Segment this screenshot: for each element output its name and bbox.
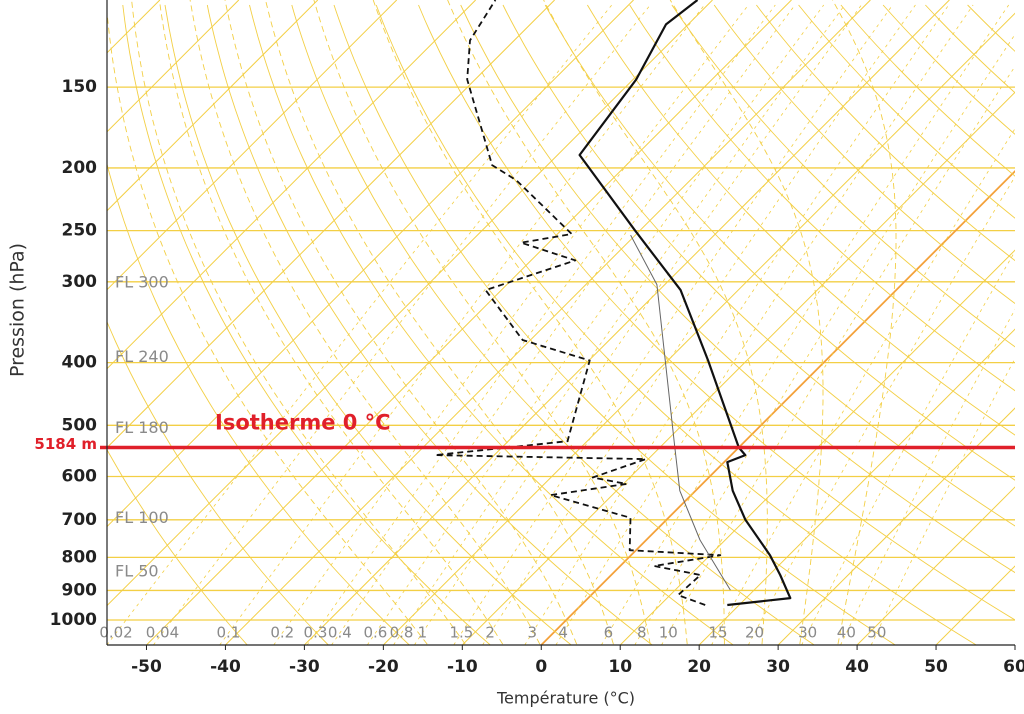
mixing-ratio-label: 4 (558, 624, 568, 642)
x-tick-label: -10 (447, 657, 478, 677)
x-tick-label: 60 (1003, 657, 1024, 677)
mixing-ratio-label: 50 (867, 624, 886, 642)
x-tick-label: 10 (608, 657, 632, 677)
dry-adiabat (81, 5, 410, 645)
isotherm (541, 0, 1024, 645)
mixing-ratio-label: 20 (745, 624, 764, 642)
mixing-ratio-label: 1 (418, 624, 428, 642)
isotherm (462, 0, 1024, 645)
y-axis-title: Pression (hPa) (7, 243, 29, 377)
y-tick-label: 250 (62, 221, 98, 241)
flight-level-label: FL 50 (115, 562, 159, 581)
y-tick-label: 600 (62, 467, 98, 487)
mixing-ratio-label: 30 (798, 624, 817, 642)
y-tick-label: 800 (62, 547, 98, 567)
dry-adiabat (123, 5, 491, 645)
dry-adiabat (545, 5, 1024, 645)
grid (0, 0, 1024, 645)
flight-level-label: FL 240 (115, 347, 169, 366)
mixing-ratio-line (871, 5, 1024, 645)
y-tick-label: 900 (62, 580, 98, 600)
mixing-ratio-label: 0.6 (363, 624, 387, 642)
x-tick-label: 30 (766, 657, 790, 677)
mixing-ratio-line (802, 5, 1024, 645)
dry-adiabat (419, 5, 1024, 645)
y-tick-label: 700 (62, 510, 98, 530)
dry-adiabat (756, 5, 1024, 645)
isotherm (304, 0, 949, 645)
mixing-ratio-line (367, 5, 823, 645)
dry-adiabat (0, 5, 247, 645)
y-tick-label: 200 (62, 158, 98, 178)
y-tick-label: 1000 (50, 610, 97, 630)
isotherm (225, 0, 870, 645)
moist-adiabat (159, 0, 502, 644)
flight-level-label: FL 300 (115, 272, 169, 291)
mixing-ratio-label: 0.4 (328, 624, 352, 642)
x-tick-label: -50 (131, 657, 162, 677)
mixing-ratio-label: 0.1 (217, 624, 241, 642)
flight-level-label: FL 100 (115, 508, 169, 527)
freezing-level-annotation: Isotherme 0 °C (215, 410, 391, 434)
freezing-level-height: 5184 m (34, 435, 97, 453)
mixing-ratio-line (220, 5, 705, 645)
mixing-ratio-label: 0.04 (146, 624, 179, 642)
mixing-ratio-label: 8 (637, 624, 647, 642)
isotherm (620, 0, 1024, 645)
mixing-ratio-label: 0.2 (270, 624, 294, 642)
dry-adiabat (207, 5, 652, 645)
mixing-ratio-label: 0.8 (390, 624, 414, 642)
mixing-ratio-label: 3 (527, 624, 537, 642)
isotherm (0, 0, 239, 645)
mixing-ratio-line (601, 5, 1008, 645)
x-axis-title: Température (°C) (496, 689, 635, 708)
dry-adiabat (968, 5, 1024, 645)
y-tick-label: 300 (62, 272, 98, 292)
dry-adiabat (587, 5, 1024, 645)
profile-line (580, 0, 791, 605)
x-tick-label: 40 (845, 657, 869, 677)
mixing-ratio-line (107, 5, 612, 645)
mixing-ratio-label: 40 (837, 624, 856, 642)
dry-adiabat (799, 5, 1024, 645)
mixing-ratio-label: 0.3 (304, 624, 328, 642)
x-tick-label: 20 (687, 657, 711, 677)
flight-level-label: FL 180 (115, 418, 169, 437)
moist-adiabat (132, 0, 466, 644)
mixing-ratio-label: 0.02 (99, 624, 132, 642)
isotherm (778, 0, 1024, 645)
x-tick-label: -40 (210, 657, 241, 677)
mixing-ratio-label: 10 (659, 624, 678, 642)
isotherm (699, 0, 1024, 645)
moist-adiabat (373, 0, 687, 644)
x-tick-label: 0 (535, 657, 547, 677)
isotherm (383, 0, 1024, 645)
dry-adiabat (503, 5, 1024, 645)
y-tick-label: 400 (62, 353, 98, 373)
isotherm (0, 0, 318, 645)
y-tick-label: 500 (62, 415, 98, 435)
x-tick-label: -20 (368, 657, 399, 677)
mixing-ratio-label: 1.5 (450, 624, 474, 642)
isotherm (1015, 0, 1024, 645)
profile-line (435, 0, 720, 605)
mixing-ratio-label: 6 (604, 624, 614, 642)
x-tick-label: -30 (289, 657, 320, 677)
y-tick-label: 150 (62, 77, 98, 97)
mixing-ratio-label: 15 (709, 624, 728, 642)
isotherm (857, 0, 1024, 645)
moist-adiabat (266, 0, 614, 644)
mixing-ratio-label: 2 (485, 624, 495, 642)
x-tick-label: 50 (924, 657, 948, 677)
isotherm (0, 0, 397, 645)
mixing-ratio-line (748, 5, 1024, 645)
